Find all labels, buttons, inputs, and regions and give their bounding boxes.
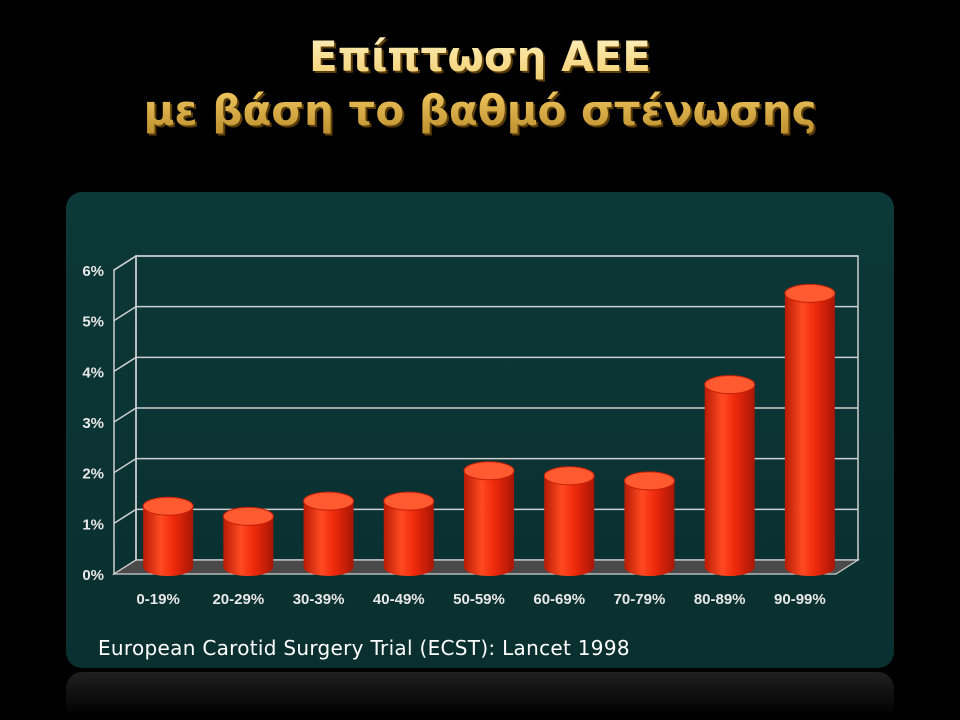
bar: [142, 496, 194, 576]
bar: [623, 471, 675, 576]
x-tick-label: 50-59%: [453, 591, 505, 608]
bar-body: [303, 501, 354, 576]
bar-top: [303, 491, 355, 511]
gridline-side: [113, 458, 137, 474]
bar-top: [463, 461, 515, 481]
title-line-2: με βάση το βαθμό στένωσης: [143, 86, 817, 135]
y-tick-label: 4%: [82, 364, 104, 381]
x-tick-label: 0-19%: [136, 591, 179, 608]
x-tick-label: 90-99%: [774, 591, 826, 608]
bar-top: [142, 496, 194, 516]
y-tick-label: 2%: [82, 466, 104, 483]
x-tick-label: 60-69%: [533, 591, 585, 608]
gridline-side: [113, 508, 137, 524]
bar: [222, 506, 274, 576]
y-tick-label: 5%: [82, 314, 104, 331]
gridline-side: [113, 255, 137, 271]
bar-top: [704, 375, 756, 395]
bar-chart: 0% 1% 2% 3% 4% 5% 6% 0-19% 20-29% 30-39% 40-49% 50-…: [82, 254, 861, 608]
chart-panel: 0% 1% 2% 3% 4% 5% 6% 0-19% 20-29% 30-39% 40-49% 50-…: [66, 192, 894, 668]
y-tick-label: 3%: [82, 415, 104, 432]
bar-body: [784, 293, 835, 576]
x-tick-label: 70-79%: [614, 591, 666, 608]
slide-title: Επίπτωση ΑΕΕ με βάση το βαθμό στένωσης: [0, 30, 960, 138]
y-tick-label: 1%: [82, 516, 104, 533]
bar: [303, 491, 355, 576]
title-line-1: Επίπτωση ΑΕΕ: [309, 32, 651, 81]
bar-body: [464, 470, 514, 576]
bar-top: [784, 283, 836, 303]
bar: [543, 466, 595, 576]
bar-body: [704, 384, 755, 576]
bar-body: [383, 501, 434, 576]
x-tick-label: 30-39%: [293, 591, 345, 608]
bar-body: [544, 475, 595, 576]
panel-reflection: [66, 672, 894, 716]
gridline-side: [113, 356, 137, 372]
bar-top: [623, 471, 675, 491]
gridline-side: [113, 407, 137, 423]
x-tick-label: 80-89%: [694, 591, 746, 608]
bar: [784, 283, 836, 576]
bar-body: [624, 480, 675, 576]
bar: [704, 375, 756, 576]
x-tick-label: 20-29%: [212, 591, 264, 608]
bar: [383, 491, 435, 576]
bar-top: [543, 466, 595, 486]
source-citation: European Carotid Surgery Trial (ECST): L…: [98, 636, 630, 660]
bar: [463, 461, 515, 576]
bar-body: [223, 516, 274, 576]
y-tick-label: 6%: [82, 263, 104, 280]
bar-top: [383, 491, 435, 511]
x-tick-label: 40-49%: [373, 591, 425, 608]
bar-body: [143, 506, 194, 576]
bar-top: [222, 506, 274, 526]
gridline-side: [113, 306, 137, 322]
y-tick-label: 0%: [82, 567, 104, 584]
